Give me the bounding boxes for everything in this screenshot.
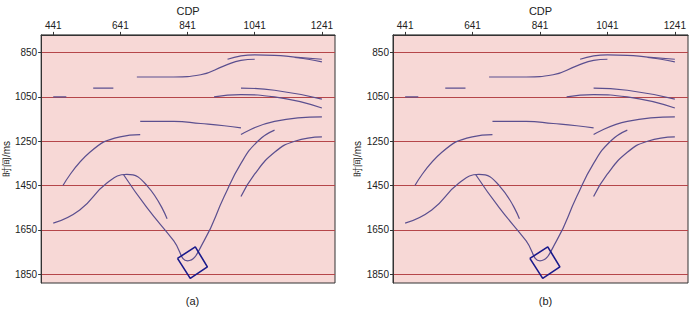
svg-text:1850: 1850 [367,269,390,280]
svg-text:1450: 1450 [15,180,38,191]
svg-text:1650: 1650 [15,224,38,235]
svg-text:1450: 1450 [367,180,390,191]
svg-text:1241: 1241 [311,20,334,31]
svg-text:1050: 1050 [15,91,38,102]
svg-text:1650: 1650 [367,224,390,235]
svg-text:850: 850 [20,47,37,58]
svg-text:1041: 1041 [596,20,619,31]
svg-text:时间/ms: 时间/ms [352,141,363,177]
svg-text:841: 841 [179,20,196,31]
svg-text:CDP: CDP [529,5,552,17]
svg-text:CDP: CDP [176,5,199,17]
svg-text:1241: 1241 [664,20,687,31]
svg-text:1050: 1050 [367,91,390,102]
svg-text:441: 441 [397,20,414,31]
svg-text:441: 441 [45,20,62,31]
svg-text:641: 641 [464,20,481,31]
svg-text:1850: 1850 [15,269,38,280]
svg-text:841: 841 [532,20,549,31]
svg-text:1250: 1250 [15,136,38,147]
svg-text:850: 850 [372,47,389,58]
svg-text:时间/ms: 时间/ms [1,141,12,177]
svg-text:641: 641 [112,20,129,31]
svg-text:1041: 1041 [244,20,267,31]
svg-text:(a): (a) [186,295,199,307]
svg-text:(b): (b) [539,295,552,307]
svg-text:1250: 1250 [367,136,390,147]
